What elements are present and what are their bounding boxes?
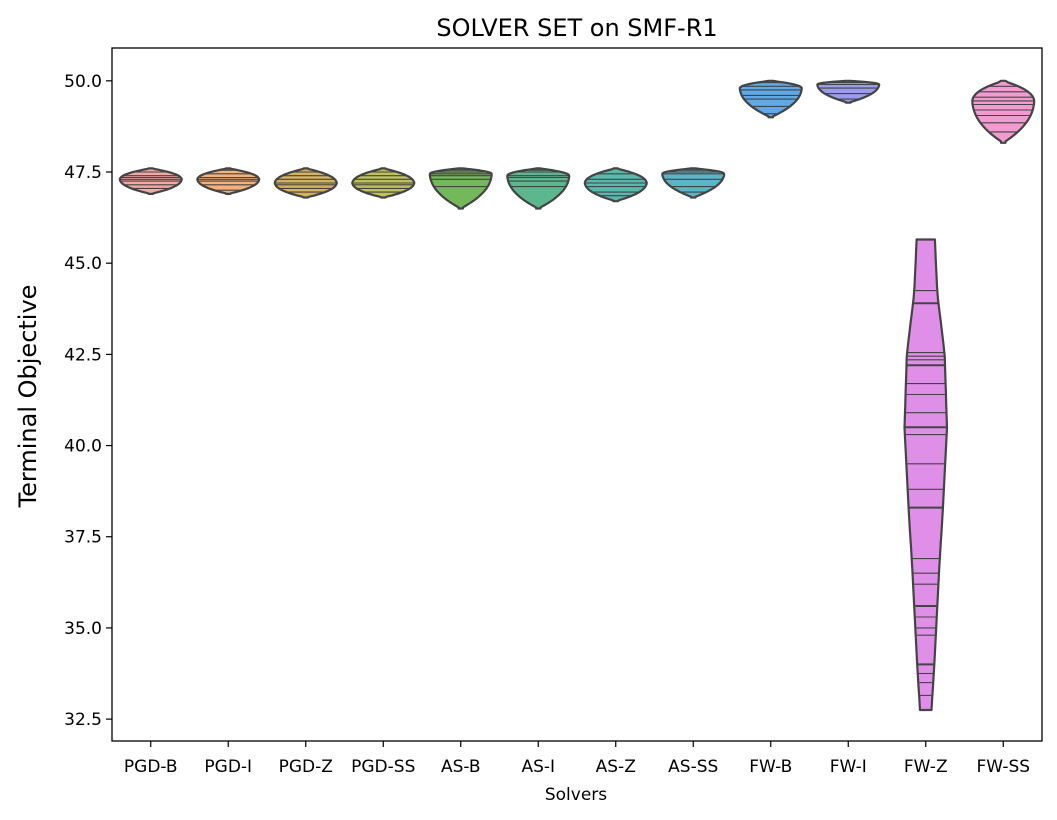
y-tick-label: 40.0 — [64, 437, 102, 457]
y-axis-label: Terminal Objective — [14, 285, 42, 509]
violin-fw-z — [903, 238, 949, 712]
violin-fw-b — [738, 79, 803, 119]
x-tick-label-pgd-z: PGD-Z — [279, 757, 333, 777]
chart-title: SOLVER SET on SMF-R1 — [436, 14, 717, 42]
x-tick-label-pgd-b: PGD-B — [124, 757, 178, 777]
violin-fw-i — [816, 79, 881, 104]
x-tick-label-as-b: AS-B — [441, 757, 481, 777]
y-tick-label: 42.5 — [64, 345, 102, 365]
violin-as-i — [506, 167, 571, 210]
violin-pgd-ss — [351, 167, 416, 199]
x-tick-label-as-z: AS-Z — [596, 757, 636, 777]
x-tick-label-fw-z: FW-Z — [904, 757, 948, 777]
x-tick-label-pgd-i: PGD-I — [204, 757, 252, 777]
y-tick-label: 50.0 — [64, 72, 102, 92]
violin-fw-ss — [971, 79, 1036, 144]
y-tick-label: 45.0 — [64, 254, 102, 274]
violin-body-as-ss — [661, 167, 726, 199]
x-tick-label-as-ss: AS-SS — [668, 757, 718, 777]
x-tick-label-as-i: AS-I — [521, 757, 555, 777]
y-tick-label: 35.0 — [64, 619, 102, 639]
x-tick-label-fw-b: FW-B — [749, 757, 792, 777]
violin-body-fw-i — [816, 79, 881, 104]
violin-pgd-b — [118, 167, 183, 195]
violin-as-z — [583, 167, 648, 203]
x-tick-label-pgd-ss: PGD-SS — [351, 757, 415, 777]
violin-body-fw-ss — [971, 79, 1036, 144]
violin-body-as-b — [428, 167, 493, 210]
x-tick-label-fw-i: FW-I — [830, 757, 867, 777]
violin-as-ss — [661, 167, 726, 199]
violin-body-fw-z — [903, 238, 949, 712]
y-tick-label: 47.5 — [64, 163, 102, 183]
x-axis-label: Solvers — [545, 785, 607, 805]
violin-body-as-i — [506, 167, 571, 210]
violin-body-as-z — [583, 167, 648, 203]
y-tick-label: 37.5 — [64, 528, 102, 548]
x-tick-label-fw-ss: FW-SS — [976, 757, 1030, 777]
violin-pgd-z — [273, 167, 338, 199]
violin-pgd-i — [196, 167, 261, 195]
plot-frame — [111, 47, 1043, 742]
violins-layer — [118, 79, 1036, 712]
y-tick-label: 32.5 — [64, 710, 102, 730]
violin-as-b — [428, 167, 493, 210]
ticks-layer: 32.5 35.0 37.5 40.0 42.5 45.0 47.5 50.0 PGD-B PGD… — [64, 72, 1030, 777]
